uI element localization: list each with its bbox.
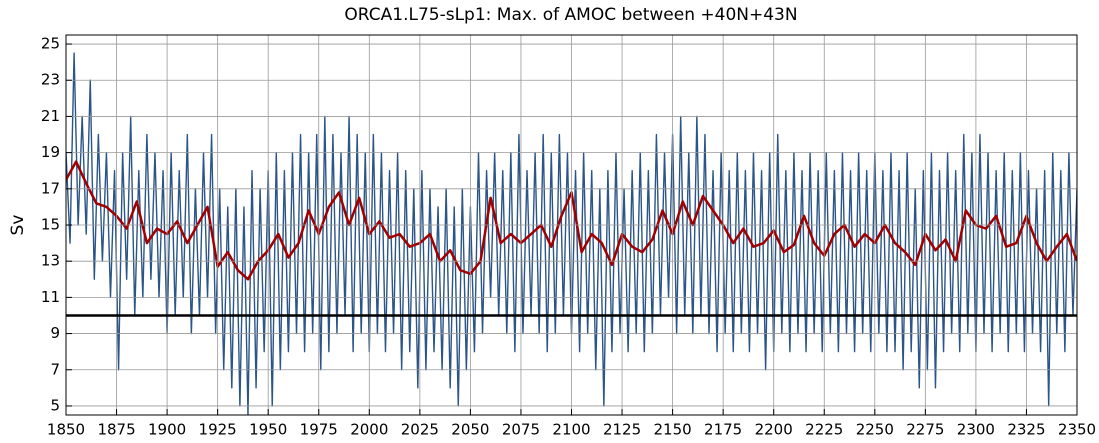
y-tick-label: 17 (41, 179, 60, 197)
y-tick-label: 9 (50, 324, 60, 342)
x-tick-label: 2200 (755, 421, 793, 439)
x-tick-label: 2350 (1058, 421, 1096, 439)
x-tick-label: 2050 (451, 421, 489, 439)
y-tick-label: 5 (50, 396, 60, 414)
y-tick-label: 19 (41, 143, 60, 161)
chart-title: ORCA1.L75-sLp1: Max. of AMOC between +40… (344, 5, 797, 25)
y-tick-label: 15 (41, 216, 60, 234)
x-tick-label: 2225 (805, 421, 843, 439)
x-tick-label: 1875 (97, 421, 135, 439)
x-tick-label: 2000 (350, 421, 388, 439)
x-tick-label: 2300 (957, 421, 995, 439)
y-tick-label: 23 (41, 71, 60, 89)
x-tick-label: 2025 (401, 421, 439, 439)
x-tick-label: 2275 (906, 421, 944, 439)
x-tick-label: 2250 (856, 421, 894, 439)
x-tick-label: 1850 (47, 421, 85, 439)
y-tick-label: 21 (41, 107, 60, 125)
x-tick-label: 2150 (654, 421, 692, 439)
y-tick-label: 25 (41, 35, 60, 53)
x-tick-label: 2125 (603, 421, 641, 439)
y-axis-label: Sv (8, 215, 28, 236)
x-tick-label: 2175 (704, 421, 742, 439)
x-tick-label: 1975 (300, 421, 338, 439)
x-tick-label: 1900 (148, 421, 186, 439)
x-tick-label: 2075 (502, 421, 540, 439)
x-tick-label: 1950 (249, 421, 287, 439)
y-tick-label: 13 (41, 252, 60, 270)
x-tick-label: 1925 (199, 421, 237, 439)
y-tick-label: 11 (41, 288, 60, 306)
y-tick-label: 7 (50, 360, 60, 378)
x-tick-label: 2325 (1007, 421, 1045, 439)
x-tick-label: 2100 (552, 421, 590, 439)
